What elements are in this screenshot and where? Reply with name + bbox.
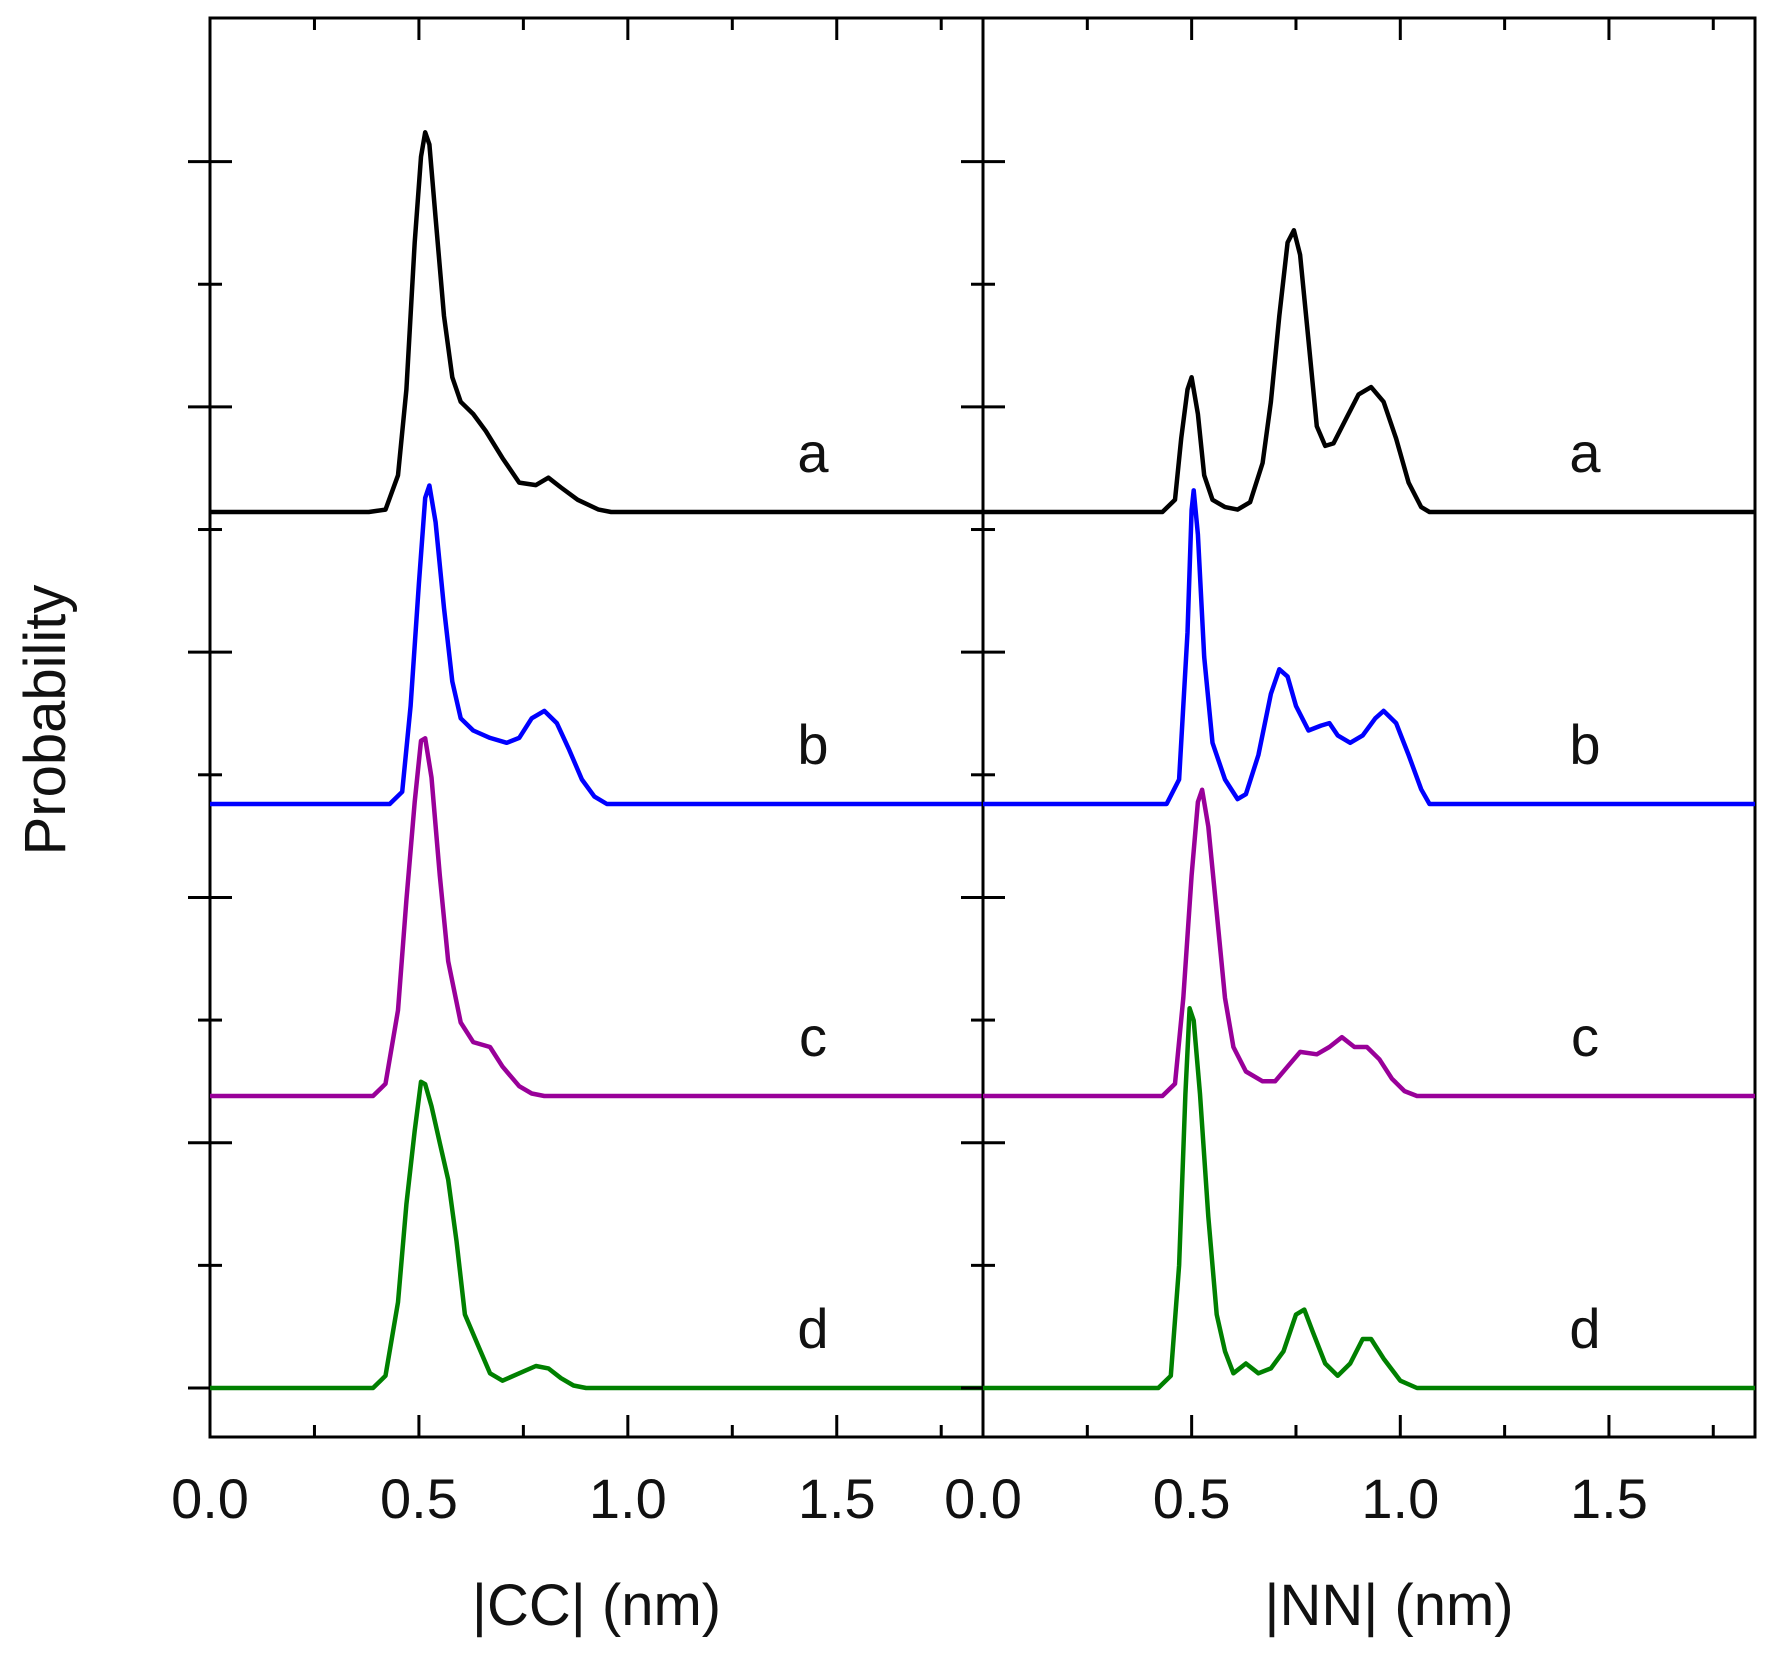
series-label-c: c bbox=[799, 1005, 827, 1068]
x-tick-label: 1.0 bbox=[1361, 1467, 1439, 1530]
nn-panel: 0.0 0.5 1.0 1.5 |NN| (nm) a b c d bbox=[944, 16, 1757, 1638]
series-label-b: b bbox=[1569, 713, 1600, 776]
series-label-a: a bbox=[1569, 421, 1601, 484]
x-tick-label: 0.5 bbox=[1153, 1467, 1231, 1530]
x-tick-label: 1.5 bbox=[1570, 1467, 1648, 1530]
series-line-d bbox=[983, 1006, 1755, 1391]
cc-panel: 0.0 0.5 1.0 1.5 |CC| (nm) a b c d bbox=[171, 16, 985, 1638]
series-line-b bbox=[210, 483, 983, 807]
series-label-c: c bbox=[1571, 1005, 1599, 1068]
series-line-a bbox=[210, 130, 983, 515]
panel-frame bbox=[981, 16, 1757, 1439]
series-line-c bbox=[983, 787, 1755, 1099]
series-line-b bbox=[983, 488, 1755, 807]
x-axis-title-cc: |CC| (nm) bbox=[472, 1573, 721, 1638]
y-axis-title: Probability bbox=[13, 585, 78, 856]
x-tick-label: 0.5 bbox=[380, 1467, 458, 1530]
series-label-a: a bbox=[797, 421, 829, 484]
series-label-d: d bbox=[797, 1297, 828, 1360]
series-line-a bbox=[983, 228, 1755, 515]
series-label-d: d bbox=[1569, 1297, 1600, 1360]
x-tick-label: 1.5 bbox=[798, 1467, 876, 1530]
x-tick-label: 0.0 bbox=[171, 1467, 249, 1530]
series-line-c bbox=[210, 736, 983, 1099]
x-tick-label: 1.0 bbox=[589, 1467, 667, 1530]
series-label-b: b bbox=[797, 713, 828, 776]
series-line-d bbox=[210, 1079, 983, 1391]
x-tick-label: 0.0 bbox=[944, 1467, 1022, 1530]
x-axis-title-nn: |NN| (nm) bbox=[1264, 1573, 1513, 1638]
